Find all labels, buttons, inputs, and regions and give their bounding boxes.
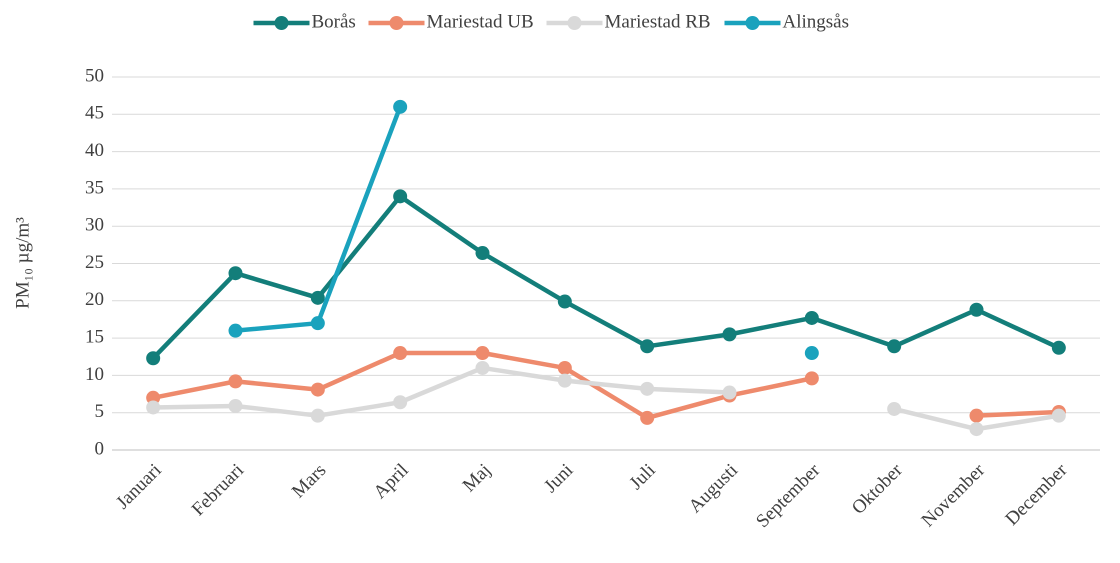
point <box>310 316 325 331</box>
y-tick-label: 10 <box>85 364 104 385</box>
point <box>310 382 325 397</box>
point <box>228 323 243 338</box>
legend-label: Mariestad UB <box>427 11 534 32</box>
legend-label: Alingsås <box>783 11 850 32</box>
point <box>1051 408 1066 423</box>
point <box>228 374 243 389</box>
y-tick-label: 20 <box>85 289 104 310</box>
point <box>146 400 161 415</box>
y-tick-label: 35 <box>85 177 104 198</box>
x-tick-label: Maj <box>459 460 495 496</box>
y-tick-label: 15 <box>85 326 104 347</box>
point <box>640 410 655 425</box>
point <box>146 351 161 366</box>
x-tick-label: Juli <box>626 460 660 494</box>
series-line <box>153 365 1060 432</box>
point <box>804 346 819 361</box>
x-tick-label: Oktober <box>848 459 907 518</box>
series-line <box>236 107 812 353</box>
point <box>146 390 161 405</box>
point <box>640 381 655 396</box>
point <box>475 346 490 361</box>
y-tick-label: 30 <box>85 215 104 236</box>
point <box>393 395 408 410</box>
point <box>393 99 408 114</box>
x-tick-label: Mars <box>288 460 330 502</box>
point <box>640 339 655 354</box>
legend-marker <box>567 16 582 30</box>
y-tick-label: 5 <box>95 401 105 422</box>
point <box>393 346 408 361</box>
point <box>722 385 737 400</box>
point <box>310 290 325 305</box>
series-line <box>151 194 1060 360</box>
point <box>228 266 243 281</box>
point <box>804 371 819 386</box>
point <box>804 310 819 325</box>
x-tick-label: December <box>1001 459 1072 530</box>
x-tick-label: Augusti <box>685 460 742 517</box>
point <box>475 246 490 261</box>
y-tick-label: 0 <box>95 438 105 459</box>
point <box>557 294 572 309</box>
point <box>969 408 984 423</box>
legend-marker <box>745 16 760 30</box>
point <box>393 189 408 204</box>
point <box>1051 340 1066 355</box>
point <box>969 302 984 317</box>
x-tick-label: November <box>918 459 990 531</box>
legend-marker <box>274 16 289 30</box>
legend-label: Borås <box>312 11 356 32</box>
legend-label: Mariestad RB <box>605 11 711 32</box>
y-tick-label: 40 <box>85 140 104 161</box>
x-tick-label: September <box>752 459 825 532</box>
y-tick-label: 50 <box>85 65 104 86</box>
point <box>310 408 325 423</box>
x-tick-label: April <box>370 460 413 503</box>
point <box>475 360 490 375</box>
point <box>557 360 572 375</box>
point <box>887 339 902 354</box>
point <box>722 327 737 342</box>
legend-marker <box>389 16 404 30</box>
point <box>887 401 902 416</box>
point <box>969 422 984 437</box>
y-tick-label: 45 <box>85 103 104 124</box>
x-tick-label: Februari <box>188 460 248 520</box>
y-tick-label: 25 <box>85 252 104 273</box>
y-axis-label: PM₁₀ µg/m³ <box>12 217 33 309</box>
x-tick-label: Juni <box>540 460 577 497</box>
point <box>557 373 572 388</box>
point <box>228 398 243 413</box>
x-tick-label: Januari <box>112 460 166 514</box>
